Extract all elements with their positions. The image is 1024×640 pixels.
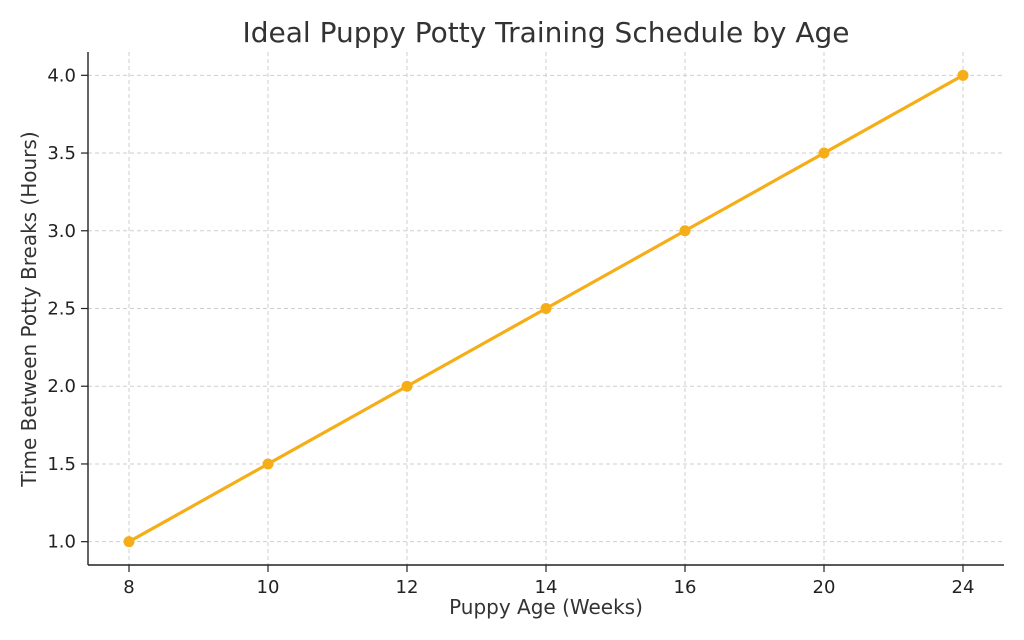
x-tick-label: 12 bbox=[396, 577, 419, 598]
grid-lines bbox=[88, 52, 1004, 565]
y-tick-label: 3.0 bbox=[47, 221, 76, 242]
x-tick-label: 24 bbox=[952, 577, 975, 598]
y-tick-label: 2.0 bbox=[47, 376, 76, 397]
data-point bbox=[401, 380, 413, 392]
x-tick-label: 20 bbox=[813, 577, 836, 598]
x-tick-label: 10 bbox=[257, 577, 280, 598]
data-point bbox=[679, 225, 691, 237]
y-tick-label: 2.5 bbox=[47, 299, 76, 320]
data-point bbox=[540, 303, 552, 314]
chart-title: Ideal Puppy Potty Training Schedule by A… bbox=[242, 16, 849, 49]
axes bbox=[81, 52, 1004, 572]
y-axis-label: Time Between Potty Breaks (Hours) bbox=[17, 131, 41, 487]
y-tick-label: 1.0 bbox=[47, 532, 76, 553]
x-tick-label: 14 bbox=[535, 577, 558, 598]
data-point bbox=[123, 536, 135, 548]
x-tick-label: 16 bbox=[674, 577, 697, 598]
y-tick-label: 3.5 bbox=[47, 143, 76, 164]
data-point bbox=[957, 69, 969, 81]
data-point bbox=[262, 458, 274, 470]
x-axis-label: Puppy Age (Weeks) bbox=[449, 595, 643, 619]
data-series bbox=[123, 69, 969, 548]
y-tick-label: 1.5 bbox=[47, 454, 76, 475]
y-tick-label: 4.0 bbox=[47, 65, 76, 86]
x-tick-label: 8 bbox=[123, 577, 134, 598]
tick-labels: 8 10 12 14 16 20 24 1.0 1.5 2.0 2.5 3.0 3.5 4.0 bbox=[47, 65, 974, 598]
data-point bbox=[818, 147, 830, 159]
